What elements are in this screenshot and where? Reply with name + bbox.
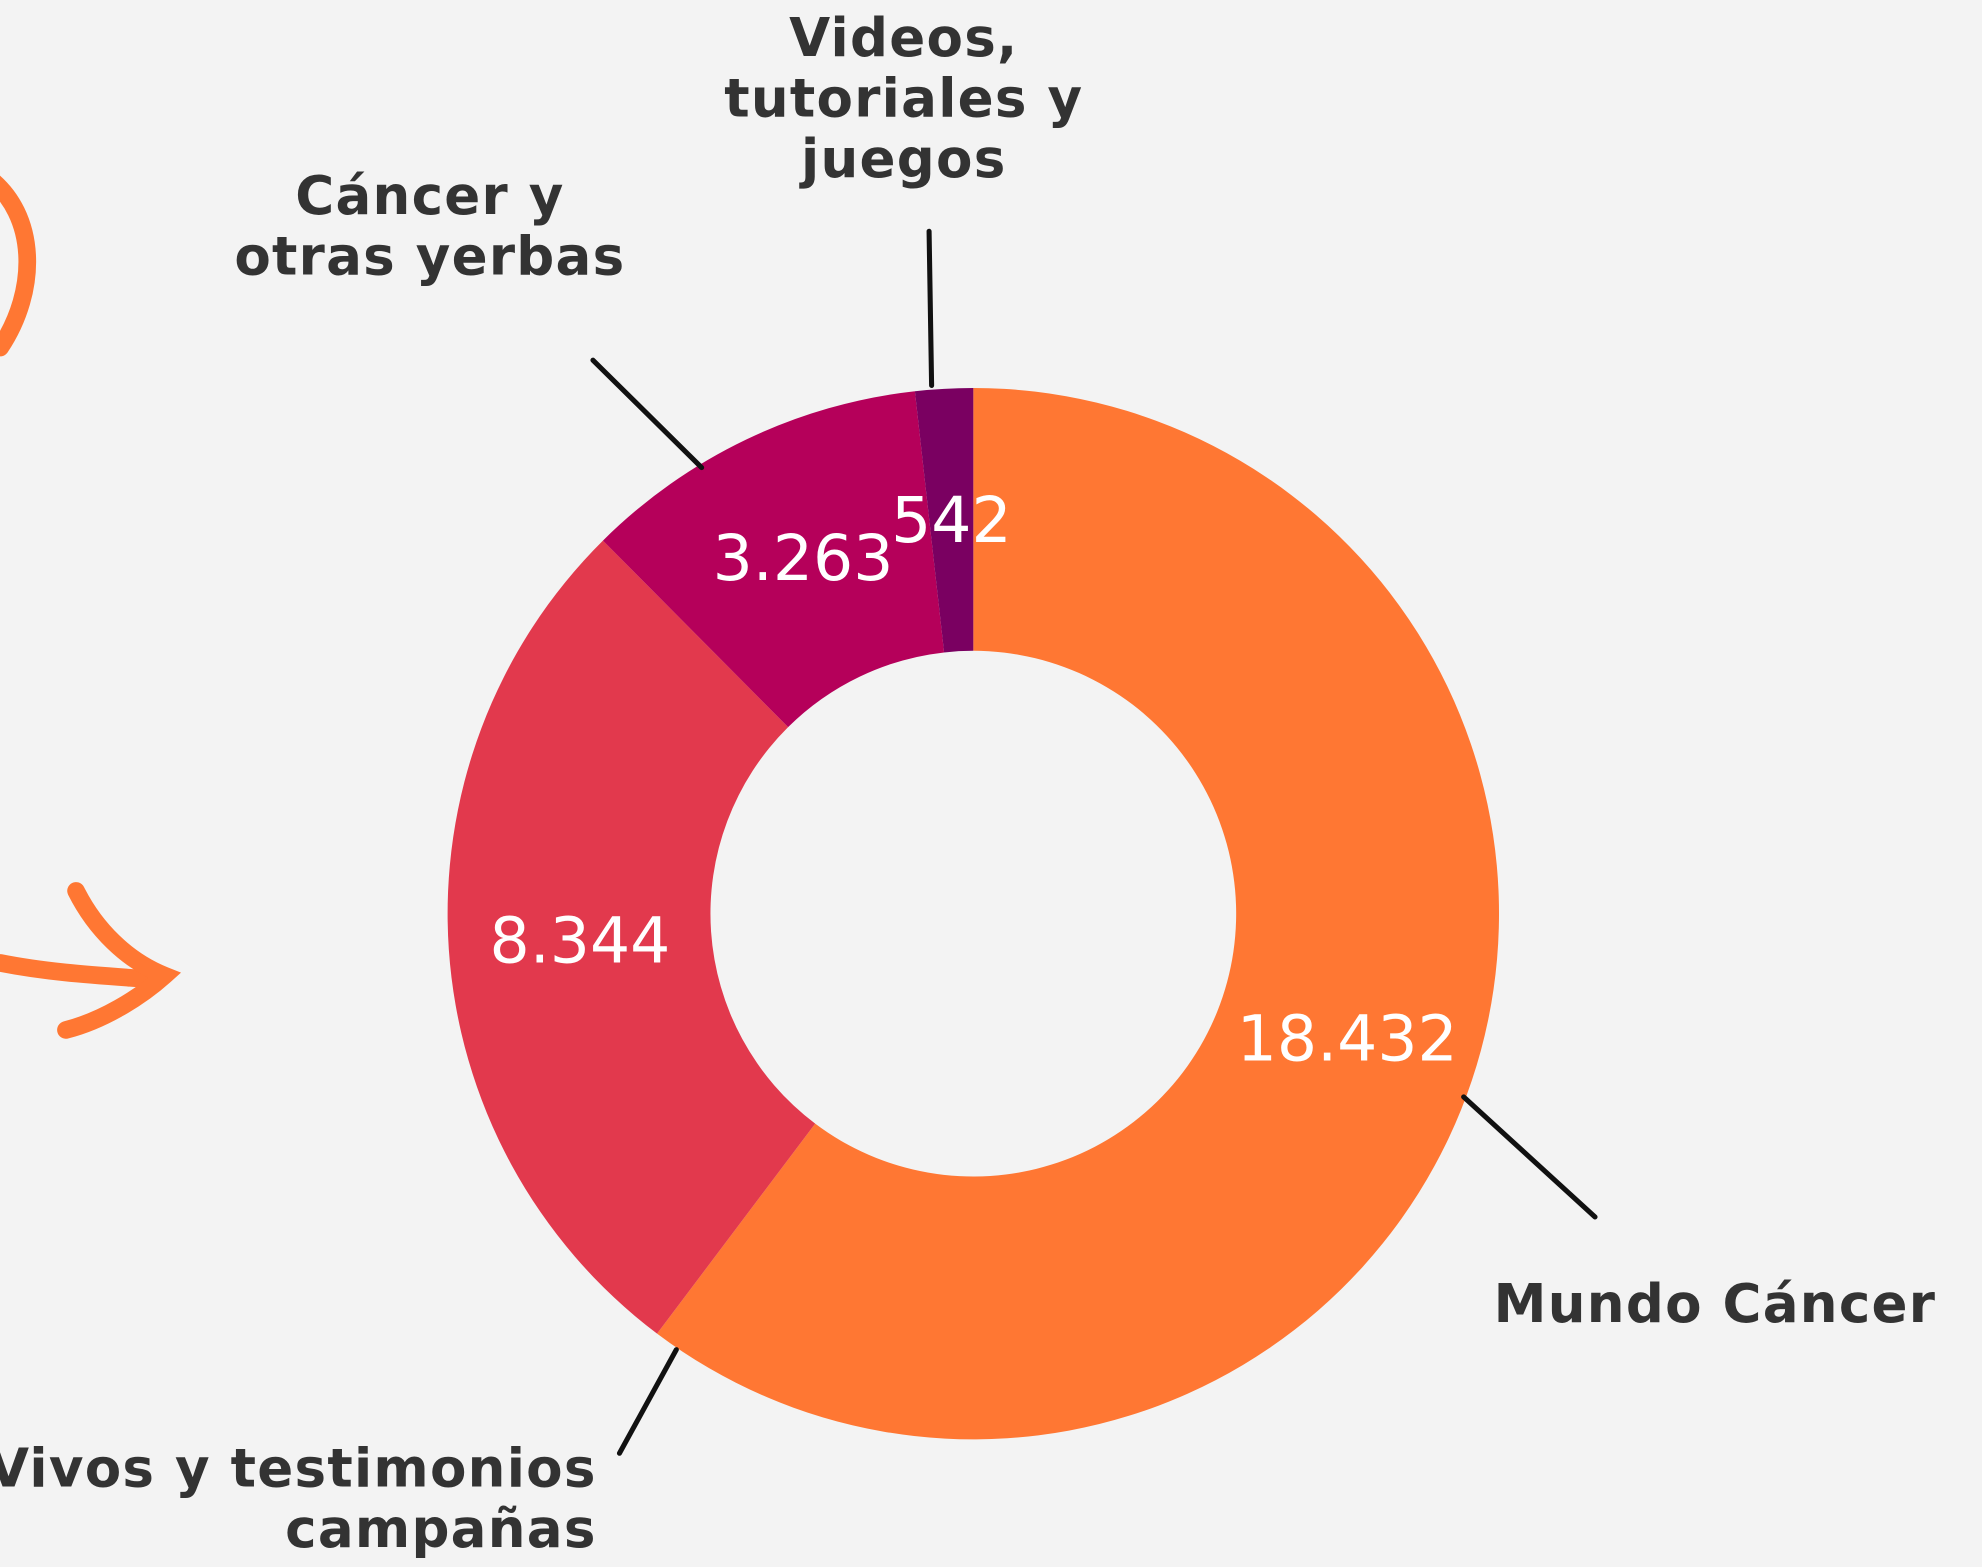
- category-label: Videos, tutoriales y juegos: [724, 7, 1083, 190]
- category-label: Cáncer y otras yerbas: [234, 165, 625, 288]
- leader-lines: [590, 228, 1598, 1456]
- decorative-arrowhead: [57, 882, 182, 1039]
- donut-slice: [657, 387, 1500, 1440]
- value-label: 542: [891, 483, 1012, 557]
- donut-slice: [914, 387, 974, 653]
- donut-slice: [602, 391, 945, 728]
- leader-line: [616, 1347, 679, 1456]
- leader-line: [590, 357, 705, 471]
- slices: [447, 387, 1500, 1440]
- value-label: 8.344: [490, 904, 671, 978]
- category-label: Mundo Cáncer: [1494, 1273, 1937, 1335]
- leader-line: [1461, 1094, 1598, 1220]
- leader-line: [926, 228, 935, 388]
- donut-slice: [447, 540, 816, 1334]
- category-label: Vivos y testimonios campañas: [0, 1437, 597, 1560]
- value-label: 3.263: [713, 521, 894, 595]
- decoration: [0, 175, 182, 1039]
- decorative-arrow: [0, 954, 161, 989]
- value-label: 18.432: [1237, 1002, 1458, 1076]
- decorative-curve: [0, 175, 37, 357]
